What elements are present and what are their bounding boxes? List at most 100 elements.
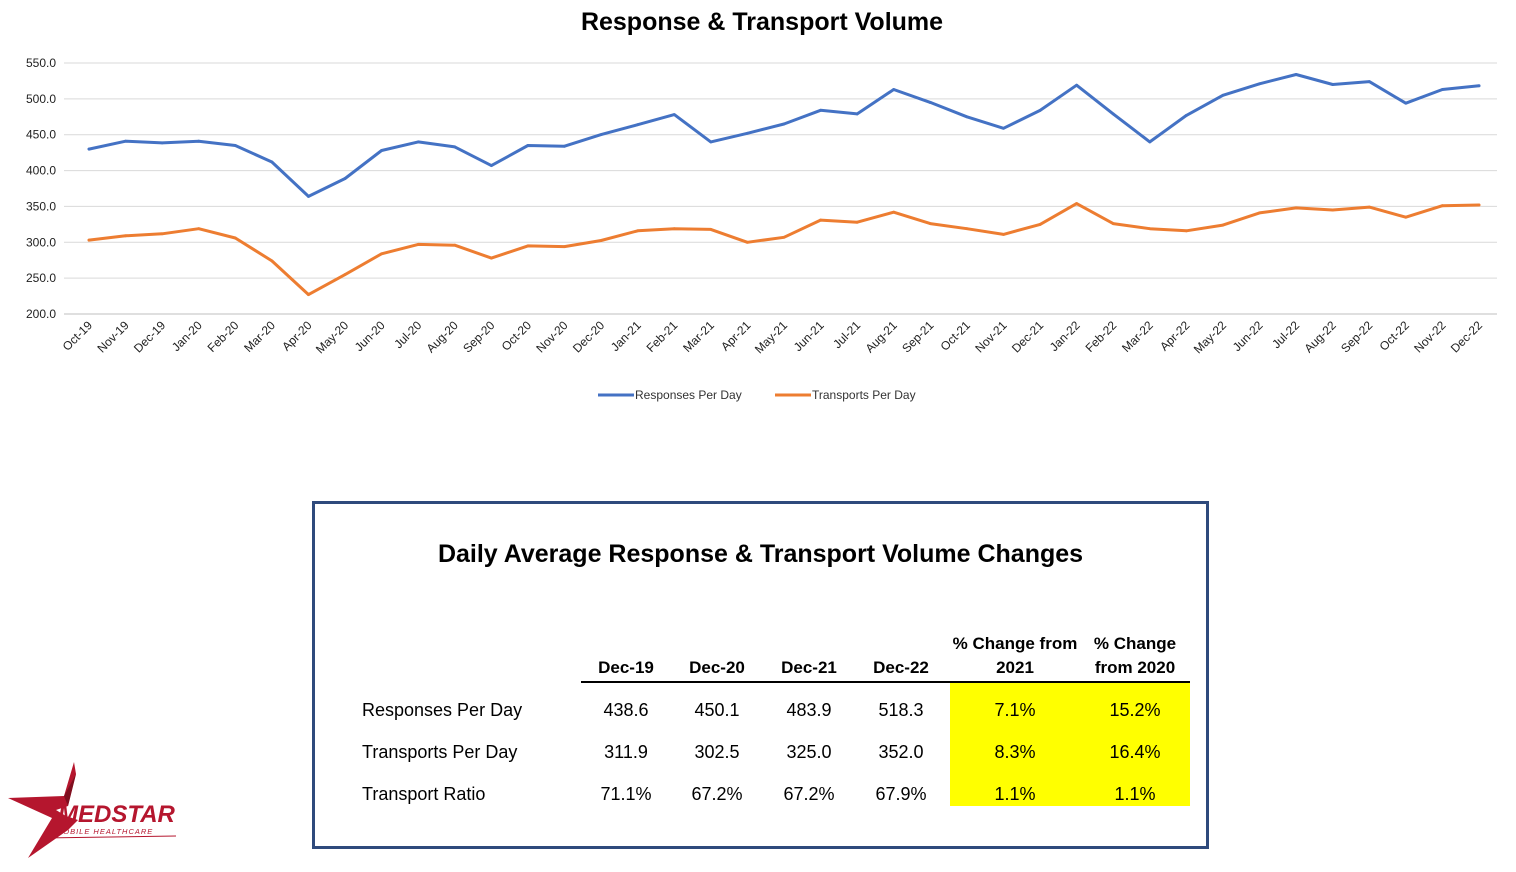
- data-point: [1002, 126, 1005, 130]
- x-tick-label: Jan-22: [1047, 318, 1083, 354]
- data-point: [1367, 80, 1371, 84]
- data-point: [1258, 82, 1261, 86]
- x-tick-label: Oct-19: [60, 318, 96, 354]
- x-tick-label: Apr-20: [279, 318, 315, 354]
- x-tick-label: Feb-21: [644, 318, 681, 355]
- series-line-transports: [87, 202, 1481, 297]
- data-point: [453, 145, 457, 149]
- x-tick-label: Jul-21: [830, 318, 863, 351]
- y-tick-label: 400.0: [26, 164, 56, 178]
- x-tick-label: Oct-22: [1377, 318, 1413, 354]
- data-point: [526, 144, 530, 147]
- col-header-dec22: Dec-22: [873, 658, 929, 677]
- col-header-change-2021: % Change from 2021: [947, 632, 1083, 680]
- x-tick-label: Oct-20: [499, 318, 535, 354]
- cell-responses-change-2021: 7.1%: [994, 700, 1036, 720]
- cell-transports-dec20: 302.5: [694, 742, 740, 762]
- y-tick-label: 300.0: [26, 235, 56, 249]
- data-point: [1258, 211, 1261, 215]
- y-tick-label: 450.0: [26, 128, 56, 142]
- col-header-dec21: Dec-21: [781, 658, 837, 677]
- x-tick-label: Jun-20: [352, 318, 388, 354]
- data-point: [124, 139, 127, 143]
- data-point: [746, 131, 749, 135]
- x-tick-label: Sep-22: [1338, 318, 1375, 355]
- cell-responses-dec21: 483.9: [786, 700, 832, 720]
- cell-ratio-dec19: 71.1%: [600, 784, 652, 804]
- data-point: [709, 227, 713, 231]
- data-point: [160, 141, 164, 145]
- y-tick-label: 550.0: [26, 56, 56, 70]
- data-point: [563, 144, 566, 148]
- x-tick-label: Dec-22: [1448, 318, 1485, 355]
- data-point: [672, 113, 676, 117]
- change-2020-line1: % Change: [1093, 634, 1177, 653]
- data-point: [1441, 88, 1444, 91]
- data-point: [928, 101, 932, 104]
- x-tick-label: Nov-22: [1411, 318, 1448, 355]
- cell-transports-change-2020: 16.4%: [1109, 742, 1161, 762]
- cell-transports-dec21: 325.0: [786, 742, 832, 762]
- data-point: [270, 160, 274, 164]
- line-chart: 550.0 500.0 450.0 400.0 350.0 300.0 250.0 200.0…: [26, 56, 1497, 402]
- data-point: [160, 232, 164, 236]
- chart-title: Response & Transport Volume: [580, 8, 944, 36]
- col-header-change-2020: % Change from 2020: [1080, 632, 1190, 680]
- x-tick-label: May-21: [752, 318, 790, 356]
- data-point: [782, 235, 786, 239]
- legend-label: Transports Per Day: [812, 388, 916, 402]
- data-point: [965, 227, 969, 231]
- data-point: [343, 177, 347, 180]
- cell-responses-dec20: 450.1: [694, 700, 740, 720]
- data-point: [1184, 229, 1188, 233]
- x-tick-label: Jun-22: [1230, 318, 1266, 354]
- data-point: [1404, 215, 1408, 219]
- data-point: [1002, 232, 1005, 236]
- logo-wordmark: MEDSTAR: [58, 801, 176, 828]
- data-point: [965, 115, 969, 119]
- data-point: [87, 238, 91, 242]
- cell-ratio-dec22: 67.9%: [875, 784, 927, 804]
- data-point: [1477, 203, 1481, 207]
- change-highlight: [950, 681, 1190, 806]
- x-tick-label: Mar-22: [1119, 318, 1156, 355]
- data-point: [1441, 204, 1444, 208]
- cell-transports-dec19: 311.9: [604, 742, 648, 762]
- data-point: [563, 245, 566, 248]
- x-tick-label: Apr-22: [1157, 318, 1193, 354]
- x-tick-label: Jul-22: [1269, 318, 1302, 351]
- data-point: [819, 218, 822, 222]
- data-point: [197, 139, 201, 143]
- data-point: [380, 252, 384, 256]
- x-tick-label: Feb-22: [1083, 318, 1120, 355]
- series-line-responses: [87, 73, 1481, 198]
- data-point: [636, 229, 640, 233]
- data-point: [855, 112, 859, 116]
- logo-subtext: MOBILE HEALTHCARE: [56, 827, 153, 836]
- x-tick-label: Feb-20: [205, 318, 242, 355]
- data-point: [343, 273, 347, 276]
- row-label-ratio: Transport Ratio: [362, 784, 486, 804]
- cell-responses-dec19: 438.6: [603, 700, 649, 720]
- data-point: [746, 240, 749, 244]
- data-point: [1331, 208, 1335, 212]
- x-tick-label: Nov-20: [533, 318, 570, 355]
- x-tick-label: Aug-21: [863, 318, 900, 355]
- cell-transports-change-2021: 8.3%: [994, 742, 1036, 762]
- data-point: [636, 123, 640, 127]
- data-point: [892, 88, 896, 91]
- x-tick-label: Jul-20: [391, 318, 424, 351]
- cell-responses-dec22: 518.3: [878, 700, 924, 720]
- data-point: [1331, 83, 1335, 86]
- legend-label: Responses Per Day: [635, 388, 742, 402]
- data-point: [197, 227, 201, 231]
- table-title: Daily Average Response & Transport Volum…: [437, 540, 1084, 568]
- data-point: [928, 222, 932, 226]
- cell-ratio-dec21: 67.2%: [783, 784, 835, 804]
- cell-ratio-dec20: 67.2%: [691, 784, 743, 804]
- x-tick-label: May-22: [1191, 318, 1229, 356]
- data-point: [1111, 222, 1115, 226]
- cell-ratio-change-2020: 1.1%: [1114, 784, 1156, 804]
- data-point: [1294, 206, 1298, 210]
- data-point: [489, 164, 493, 167]
